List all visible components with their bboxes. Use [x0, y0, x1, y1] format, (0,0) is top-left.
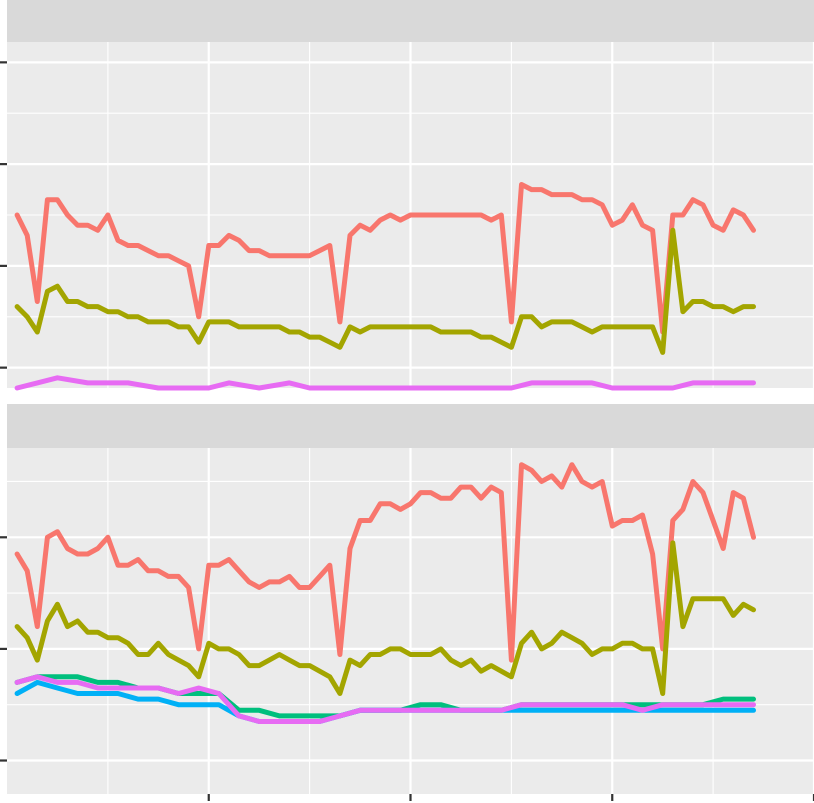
series-line-2 [14, 540, 756, 696]
ticks-bottom [0, 536, 814, 801]
series-line-5 [14, 674, 756, 724]
series-line-1 [14, 182, 756, 335]
grid-top [7, 42, 814, 388]
series-line-2 [14, 227, 756, 355]
series-bottom [14, 462, 756, 724]
series-line-1 [14, 462, 756, 663]
facet-strip-top [7, 0, 814, 42]
series-line-3 [14, 375, 756, 391]
facet-strip-bottom [7, 404, 814, 448]
ticks-top [0, 61, 7, 369]
panel-bottom [0, 404, 814, 801]
panel-top [0, 0, 814, 391]
series-top [14, 182, 756, 391]
